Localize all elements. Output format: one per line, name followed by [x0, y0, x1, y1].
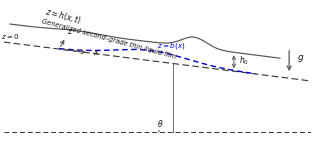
Text: Generalized second–grade thin liquid film: Generalized second–grade thin liquid fil…	[41, 18, 177, 60]
Text: $\theta$: $\theta$	[157, 118, 163, 129]
Text: $g$: $g$	[297, 53, 304, 63]
Text: $z=h(x,t)$: $z=h(x,t)$	[44, 6, 82, 27]
Text: $x$: $x$	[93, 48, 100, 57]
Text: $h_0$: $h_0$	[239, 55, 249, 67]
Text: $z=0$: $z=0$	[1, 32, 19, 41]
Text: $z=b(x)$: $z=b(x)$	[157, 41, 186, 51]
Text: $z$: $z$	[67, 27, 73, 36]
